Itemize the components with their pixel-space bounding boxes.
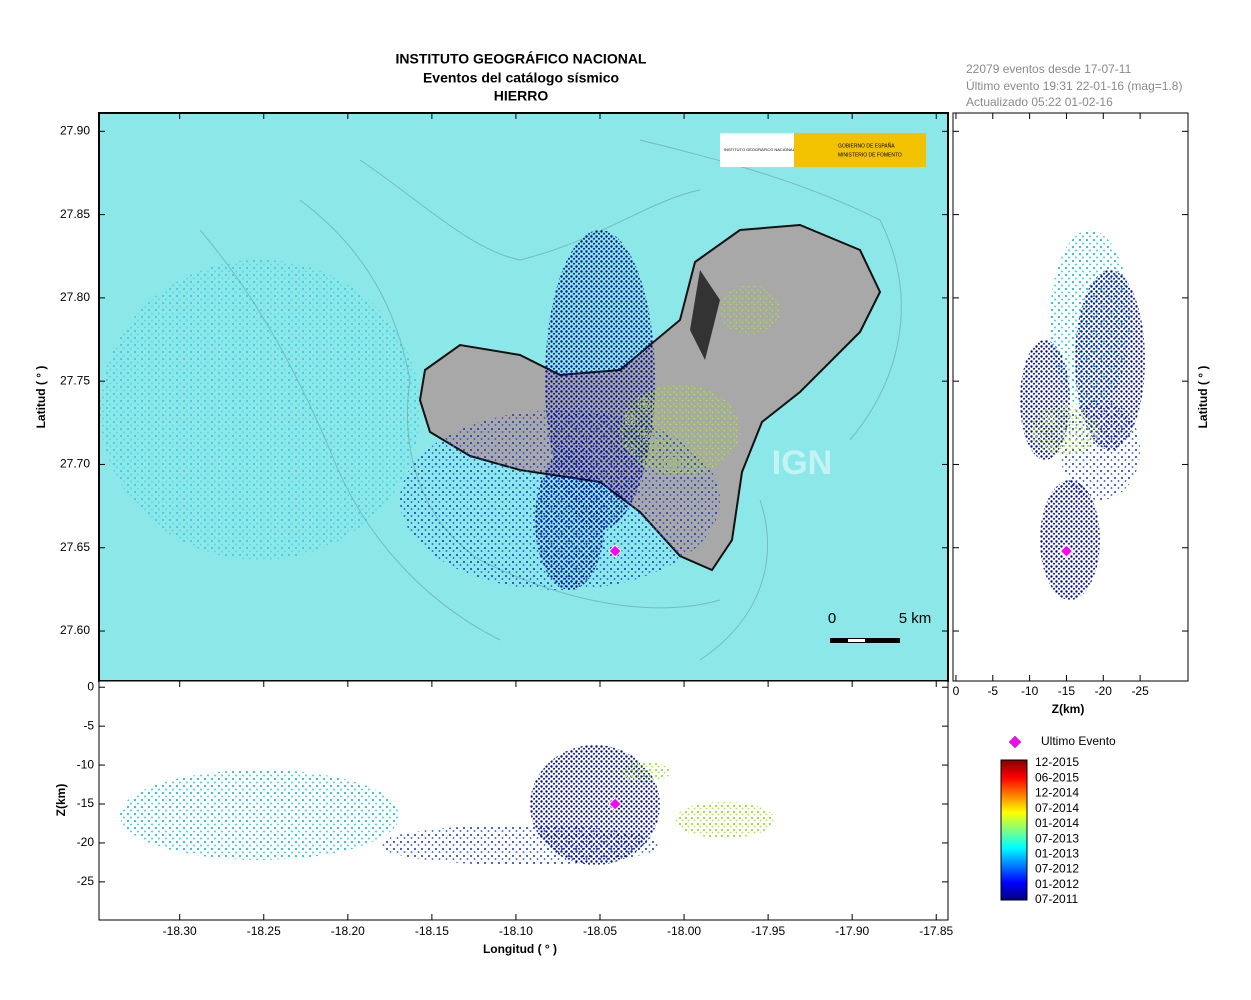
title: HIERRO bbox=[494, 88, 549, 104]
logo-text: GOBIERNO DE ESPAÑA bbox=[838, 142, 895, 149]
axis-label: Z(km) bbox=[54, 784, 68, 817]
island-cliff bbox=[690, 270, 720, 360]
title: INSTITUTO GEOGRÁFICO NACIONAL bbox=[396, 51, 647, 67]
event-cloud bbox=[675, 802, 775, 838]
scale-label: 0 bbox=[828, 610, 836, 627]
y-tick-label: 27.60 bbox=[60, 623, 90, 637]
colorbar-label: 12-2015 bbox=[1035, 755, 1079, 769]
y-tick-label: -20 bbox=[77, 835, 95, 849]
legend-marker bbox=[1008, 735, 1022, 749]
x-tick-label: -18.25 bbox=[247, 924, 281, 938]
event-cloud bbox=[1040, 480, 1100, 600]
colorbar-label: 07-2011 bbox=[1035, 892, 1078, 906]
x-tick-label: -25 bbox=[1131, 684, 1149, 698]
last-event bbox=[608, 544, 622, 558]
scale-bar bbox=[848, 639, 865, 642]
x-tick-label: -18.15 bbox=[415, 924, 449, 938]
event-cloud bbox=[100, 260, 420, 560]
logo-text: INSTITUTO GEOGRÁFICO NACIONAL bbox=[724, 147, 796, 152]
x-tick-label: 0 bbox=[953, 684, 960, 698]
y-tick-label: 27.65 bbox=[60, 540, 90, 554]
x-tick-label: -17.85 bbox=[919, 924, 953, 938]
x-tick-label: -18.30 bbox=[163, 924, 197, 938]
logo-text: MINISTERIO DE FOMENTO bbox=[838, 152, 902, 158]
event-cloud bbox=[620, 762, 670, 782]
axis-label: Latitud ( ° ) bbox=[1196, 366, 1210, 429]
x-tick-label: -17.95 bbox=[751, 924, 785, 938]
event-cloud bbox=[120, 770, 400, 860]
last-event bbox=[608, 797, 622, 811]
info: Último evento 19:31 22-01-16 (mag=1.8) bbox=[966, 78, 1182, 93]
colorbar-label: 07-2012 bbox=[1035, 862, 1079, 876]
event-cloud bbox=[535, 450, 605, 590]
event-cloud bbox=[1030, 405, 1100, 455]
info: 22079 eventos desde 17-07-11 bbox=[966, 62, 1132, 76]
axis-label: Latitud ( ° ) bbox=[34, 366, 48, 429]
watermark: IGN bbox=[772, 444, 832, 482]
title: Eventos del catálogo sísmico bbox=[423, 70, 619, 86]
logo-ign bbox=[720, 133, 794, 167]
x-tick-label: -17.90 bbox=[835, 924, 869, 938]
event-cloud bbox=[620, 385, 740, 475]
colorbar-label: 12-2014 bbox=[1035, 786, 1079, 800]
x-tick-label: -20 bbox=[1095, 684, 1113, 698]
y-tick-label: -25 bbox=[77, 874, 95, 888]
y-tick-label: -10 bbox=[77, 757, 95, 771]
event-cloud bbox=[720, 285, 780, 335]
x-tick-label: -18.00 bbox=[667, 924, 701, 938]
y-tick-label: 27.85 bbox=[60, 207, 90, 221]
axis-label: Z(km) bbox=[1052, 702, 1085, 716]
logo-gov bbox=[794, 133, 926, 167]
x-tick-label: -10 bbox=[1021, 684, 1039, 698]
colorbar-label: 07-2013 bbox=[1035, 831, 1079, 845]
y-tick-label: 0 bbox=[87, 679, 94, 693]
scale-label: 5 km bbox=[899, 610, 932, 627]
y-tick-label: 27.75 bbox=[60, 373, 90, 387]
colorbar-label: 01-2013 bbox=[1035, 847, 1079, 861]
x-tick-label: -18.20 bbox=[331, 924, 365, 938]
colorbar-label: 06-2015 bbox=[1035, 770, 1079, 784]
y-tick-label: -15 bbox=[77, 796, 95, 810]
last-event bbox=[1059, 544, 1074, 558]
axis-label: Longitud ( ° ) bbox=[483, 942, 557, 956]
x-tick-label: -18.05 bbox=[583, 924, 617, 938]
legend-label: Ultimo Evento bbox=[1041, 734, 1116, 748]
y-tick-label: -5 bbox=[83, 718, 94, 732]
y-tick-label: 27.70 bbox=[60, 457, 90, 471]
info: Actualizado 05:22 01-02-16 bbox=[966, 95, 1113, 109]
colorbar-label: 01-2012 bbox=[1035, 877, 1079, 891]
colorbar-label: 07-2014 bbox=[1035, 801, 1079, 815]
x-tick-label: -5 bbox=[987, 684, 998, 698]
y-tick-label: 27.90 bbox=[60, 123, 90, 137]
y-tick-label: 27.80 bbox=[60, 290, 90, 304]
x-tick-label: -18.10 bbox=[499, 924, 533, 938]
colorbar bbox=[1000, 759, 1028, 901]
colorbar-label: 01-2014 bbox=[1035, 816, 1079, 830]
x-tick-label: -15 bbox=[1058, 684, 1076, 698]
